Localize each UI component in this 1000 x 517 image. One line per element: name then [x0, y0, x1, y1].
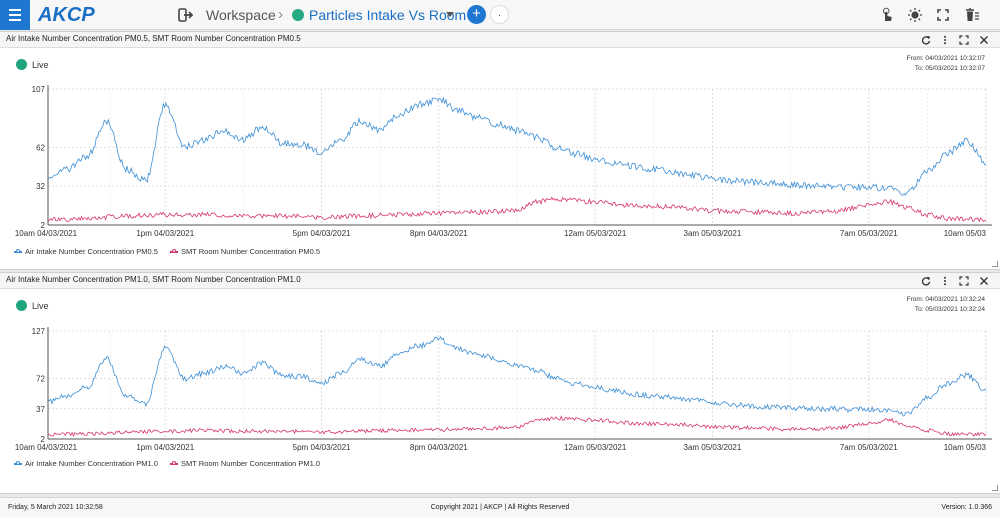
footer: Friday, 5 March 2021 10:32:58 Copyright … [0, 497, 1000, 517]
fullscreen-icon[interactable] [935, 7, 951, 23]
resize-handle[interactable] [992, 261, 998, 267]
more-vertical-icon[interactable] [940, 276, 950, 286]
expand-icon[interactable] [959, 276, 969, 286]
y-tick-label: 32 [36, 182, 45, 191]
time-range: From: 04/03/2021 10:32:24 To: 05/03/2021… [907, 295, 985, 315]
x-tick-label: 8pm 04/03/2021 [410, 443, 468, 452]
footer-copyright: Copyright 2021 | AKCP | All Rights Reser… [430, 504, 570, 511]
workspace-selector[interactable]: Particles Intake Vs Room [309, 7, 467, 23]
legend-marker [169, 460, 178, 465]
footer-version: Version: 1.0.366 [941, 504, 992, 511]
expand-icon[interactable] [959, 35, 969, 45]
legend-label: Air Intake Number Concentration PM0.5 [25, 247, 158, 256]
series-line [47, 336, 987, 417]
y-tick-label: 72 [36, 375, 45, 384]
panel-header: Air Intake Number Concentration PM0.5, S… [0, 32, 1000, 48]
refresh-icon[interactable] [921, 276, 931, 286]
workspace-label[interactable]: Workspace [206, 7, 276, 23]
legend-item[interactable]: Air Intake Number Concentration PM1.0 [14, 459, 158, 468]
resize-handle[interactable] [992, 485, 998, 491]
theme-icon[interactable] [907, 7, 923, 23]
menu-icon-bar [9, 14, 21, 16]
x-tick-label: 10am 05/03 [944, 229, 987, 238]
footer-date: Friday, 5 March 2021 10:32:58 [8, 504, 103, 511]
workspace-status-dot [292, 9, 304, 21]
chart-legend: Air Intake Number Concentration PM0.5 SM… [14, 247, 320, 256]
live-status-dot [16, 59, 27, 70]
range-from: From: 04/03/2021 10:32:24 [906, 296, 985, 303]
y-tick-label: 2 [41, 435, 46, 444]
range-to: To: 05/03/2021 10:32:07 [914, 65, 985, 72]
x-tick-label: 12am 05/03/2021 [564, 229, 627, 238]
akcp-logo[interactable]: AKCP [38, 4, 95, 26]
close-icon[interactable] [979, 35, 989, 45]
legend-label: SMT Room Number Concentration PM0.5 [180, 247, 321, 256]
add-widget-button[interactable]: + [467, 5, 486, 24]
breadcrumb-separator: › [278, 6, 283, 23]
line-chart[interactable]: 10am 04/03/2021 1pm 04/03/2021 5pm 04/03/2… [0, 32, 1000, 271]
close-icon[interactable] [979, 276, 989, 286]
series-line [47, 415, 987, 437]
more-vertical-icon[interactable] [940, 35, 950, 45]
legend-marker [14, 460, 22, 465]
x-tick-label: 3am 05/03/2021 [684, 443, 742, 452]
chart-panel-pm05: Air Intake Number Concentration PM0.5, S… [0, 31, 1000, 270]
live-label: Live [32, 60, 49, 70]
y-tick-label: 107 [32, 85, 46, 94]
x-tick-label: 7am 05/03/2021 [840, 229, 898, 238]
live-status-dot [16, 300, 27, 311]
legend-item[interactable]: SMT Room Number Concentration PM1.0 [169, 459, 321, 468]
x-tick-label: 10am 05/03 [944, 443, 987, 452]
x-tick-label: 1pm 04/03/2021 [136, 443, 194, 452]
pending-button[interactable]: . [490, 5, 509, 24]
legend-label: SMT Room Number Concentration PM1.0 [180, 459, 321, 468]
x-tick-label: 3am 05/03/2021 [684, 229, 742, 238]
range-from: From: 04/03/2021 10:32:07 [906, 55, 985, 62]
x-tick-label: 5pm 04/03/2021 [293, 443, 351, 452]
range-to: To: 05/03/2021 10:32:24 [914, 306, 985, 313]
x-tick-label: 10am 04/03/2021 [15, 443, 78, 452]
live-label: Live [32, 301, 49, 311]
exit-workspace-icon[interactable] [178, 8, 194, 22]
menu-icon-bar [9, 9, 21, 11]
series-line [47, 196, 987, 223]
y-tick-label: 62 [36, 143, 45, 152]
top-bar: AKCP Workspace › Particles Intake Vs Roo… [0, 0, 1000, 30]
y-tick-label: 37 [36, 405, 45, 414]
delete-workspace-icon[interactable] [964, 7, 980, 23]
chevron-down-icon[interactable] [446, 12, 454, 17]
x-tick-label: 7am 05/03/2021 [840, 443, 898, 452]
y-tick-label: 127 [32, 327, 46, 336]
chart-legend: Air Intake Number Concentration PM1.0 SM… [14, 459, 320, 468]
refresh-icon[interactable] [921, 35, 931, 45]
time-range: From: 04/03/2021 10:32:07 To: 05/03/2021… [907, 54, 985, 74]
line-chart[interactable]: 10am 04/03/2021 1pm 04/03/2021 5pm 04/03/2… [0, 273, 1000, 495]
x-tick-label: 8pm 04/03/2021 [410, 229, 468, 238]
chart-panel-pm10: Air Intake Number Concentration PM1.0, S… [0, 272, 1000, 494]
panel-title: Air Intake Number Concentration PM1.0, S… [6, 275, 301, 284]
menu-button[interactable] [0, 0, 30, 30]
series-line [47, 96, 987, 196]
x-tick-label: 5pm 04/03/2021 [293, 229, 351, 238]
y-tick-label: 2 [41, 221, 46, 230]
legend-item[interactable]: SMT Room Number Concentration PM0.5 [169, 247, 321, 256]
x-tick-label: 12am 05/03/2021 [564, 443, 627, 452]
legend-item[interactable]: Air Intake Number Concentration PM0.5 [14, 247, 158, 256]
menu-icon-bar [9, 19, 21, 21]
panel-title: Air Intake Number Concentration PM0.5, S… [6, 34, 301, 43]
touch-mode-icon[interactable] [879, 7, 895, 23]
legend-marker [14, 248, 22, 253]
x-tick-label: 10am 04/03/2021 [15, 229, 78, 238]
panel-header: Air Intake Number Concentration PM1.0, S… [0, 273, 1000, 289]
x-tick-label: 1pm 04/03/2021 [136, 229, 194, 238]
legend-marker [169, 248, 178, 253]
legend-label: Air Intake Number Concentration PM1.0 [25, 459, 158, 468]
